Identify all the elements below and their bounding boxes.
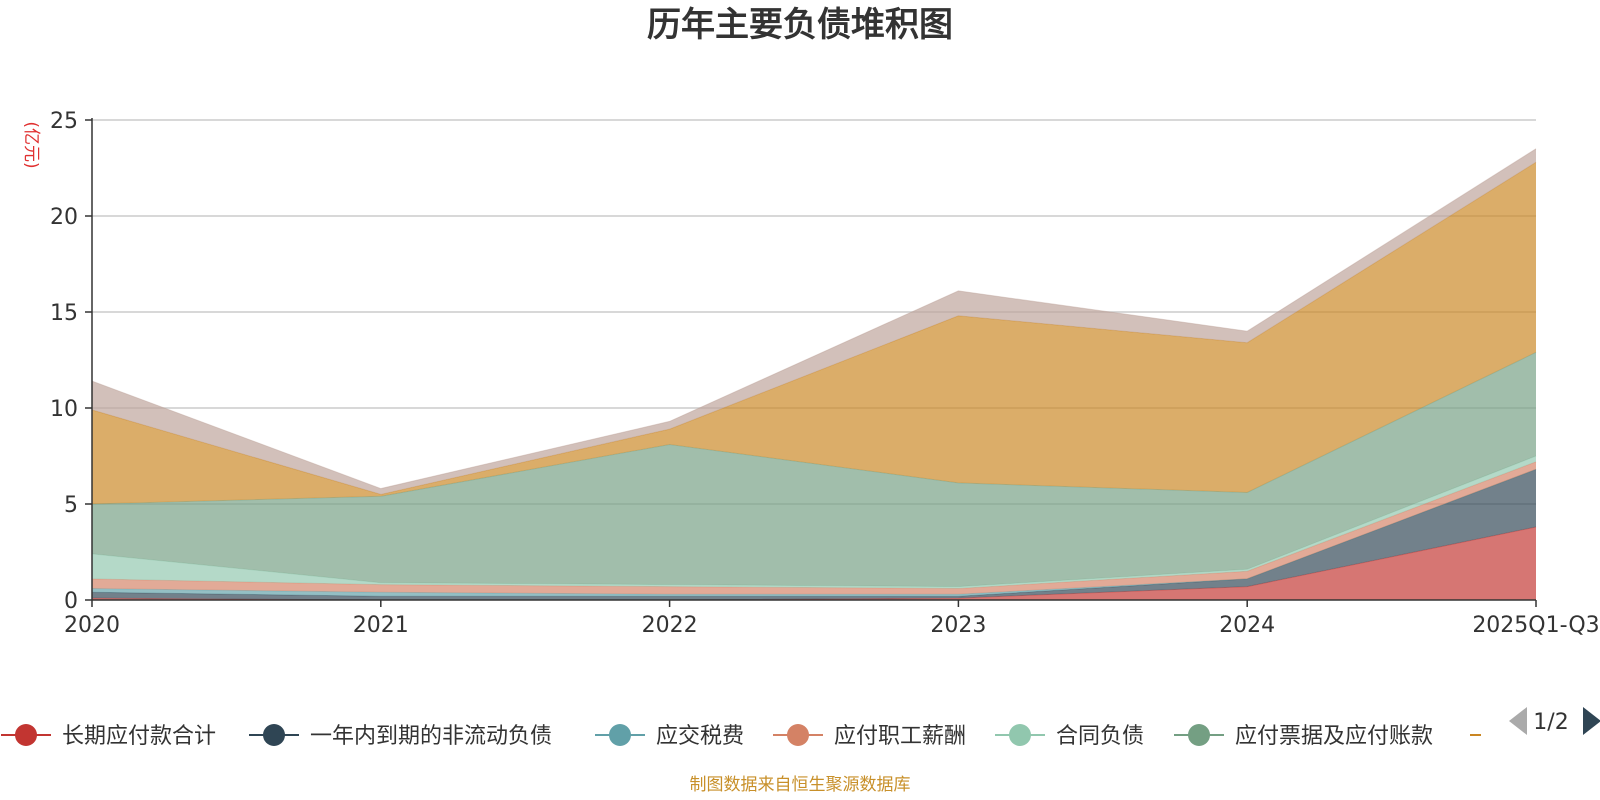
data-source-note: 制图数据来自恒生聚源数据库 <box>690 775 911 795</box>
area-series-edge-5 <box>91 351 1537 505</box>
y-tick-label: 20 <box>50 205 78 230</box>
y-tick-label: 15 <box>50 301 78 326</box>
legend-marker-icon <box>15 724 37 746</box>
legend-marker-icon <box>609 724 631 746</box>
area-series-edge-6 <box>91 161 1537 495</box>
legend-label: 应付职工薪酬 <box>834 724 966 749</box>
y-axis-unit-label: (亿元) <box>21 121 41 168</box>
x-tick-label: 2020 <box>64 613 120 638</box>
x-tick-label: 2021 <box>353 613 409 638</box>
area-series-edge-7 <box>91 148 1537 490</box>
area-series-0 <box>92 527 1536 600</box>
legend-item[interactable]: 应付票据及应付账款 <box>1174 724 1433 749</box>
y-tick-label: 10 <box>50 397 78 422</box>
legend-item[interactable]: 合同负债 <box>995 724 1144 749</box>
y-tick-label: 5 <box>64 493 78 518</box>
chart-title: 历年主要负债堆积图 <box>647 5 953 45</box>
stacked-areas <box>91 148 1537 601</box>
legend-item[interactable]: 应付职工薪酬 <box>773 724 966 749</box>
legend-page-indicator: 1/2 <box>1533 710 1568 735</box>
x-tick-label: 2023 <box>930 613 986 638</box>
axes: 0 5 10 15 20 25 2020 2021 2022 2023 2024 2025Q1-Q3 <box>50 109 1600 638</box>
legend: 长期应付款合计 一年内到期的非流动负债 应交税费 应付职工薪酬 合同负债 应付票据及应付账… <box>1 724 1481 749</box>
legend-item[interactable]: 长期应付款合计 <box>1 724 216 749</box>
area-series-6 <box>92 162 1536 504</box>
legend-label: 应交税费 <box>656 724 744 749</box>
x-tick-label: 2022 <box>642 613 698 638</box>
legend-label: 应付票据及应付账款 <box>1235 724 1433 749</box>
legend-next-arrow-icon[interactable] <box>1583 707 1600 735</box>
legend-marker-icon <box>1188 724 1210 746</box>
legend-item[interactable]: 应交税费 <box>595 724 744 749</box>
y-tick-label: 25 <box>50 109 78 134</box>
legend-label: 长期应付款合计 <box>62 724 216 749</box>
legend-pager: 1/2 <box>1509 707 1600 735</box>
area-series-4 <box>92 456 1536 589</box>
legend-label: 一年内到期的非流动负债 <box>310 724 552 749</box>
legend-marker-icon <box>1009 724 1031 746</box>
area-series-5 <box>92 352 1536 587</box>
legend-marker-icon <box>787 724 809 746</box>
y-tick-label: 0 <box>64 589 78 614</box>
legend-label: 合同负债 <box>1056 724 1144 749</box>
x-tick-label: 2025Q1-Q3 <box>1472 613 1599 638</box>
x-tick-label: 2024 <box>1219 613 1275 638</box>
legend-marker-icon <box>263 724 285 746</box>
legend-prev-arrow-icon[interactable] <box>1509 707 1527 735</box>
legend-item[interactable]: 一年内到期的非流动负债 <box>249 724 552 749</box>
